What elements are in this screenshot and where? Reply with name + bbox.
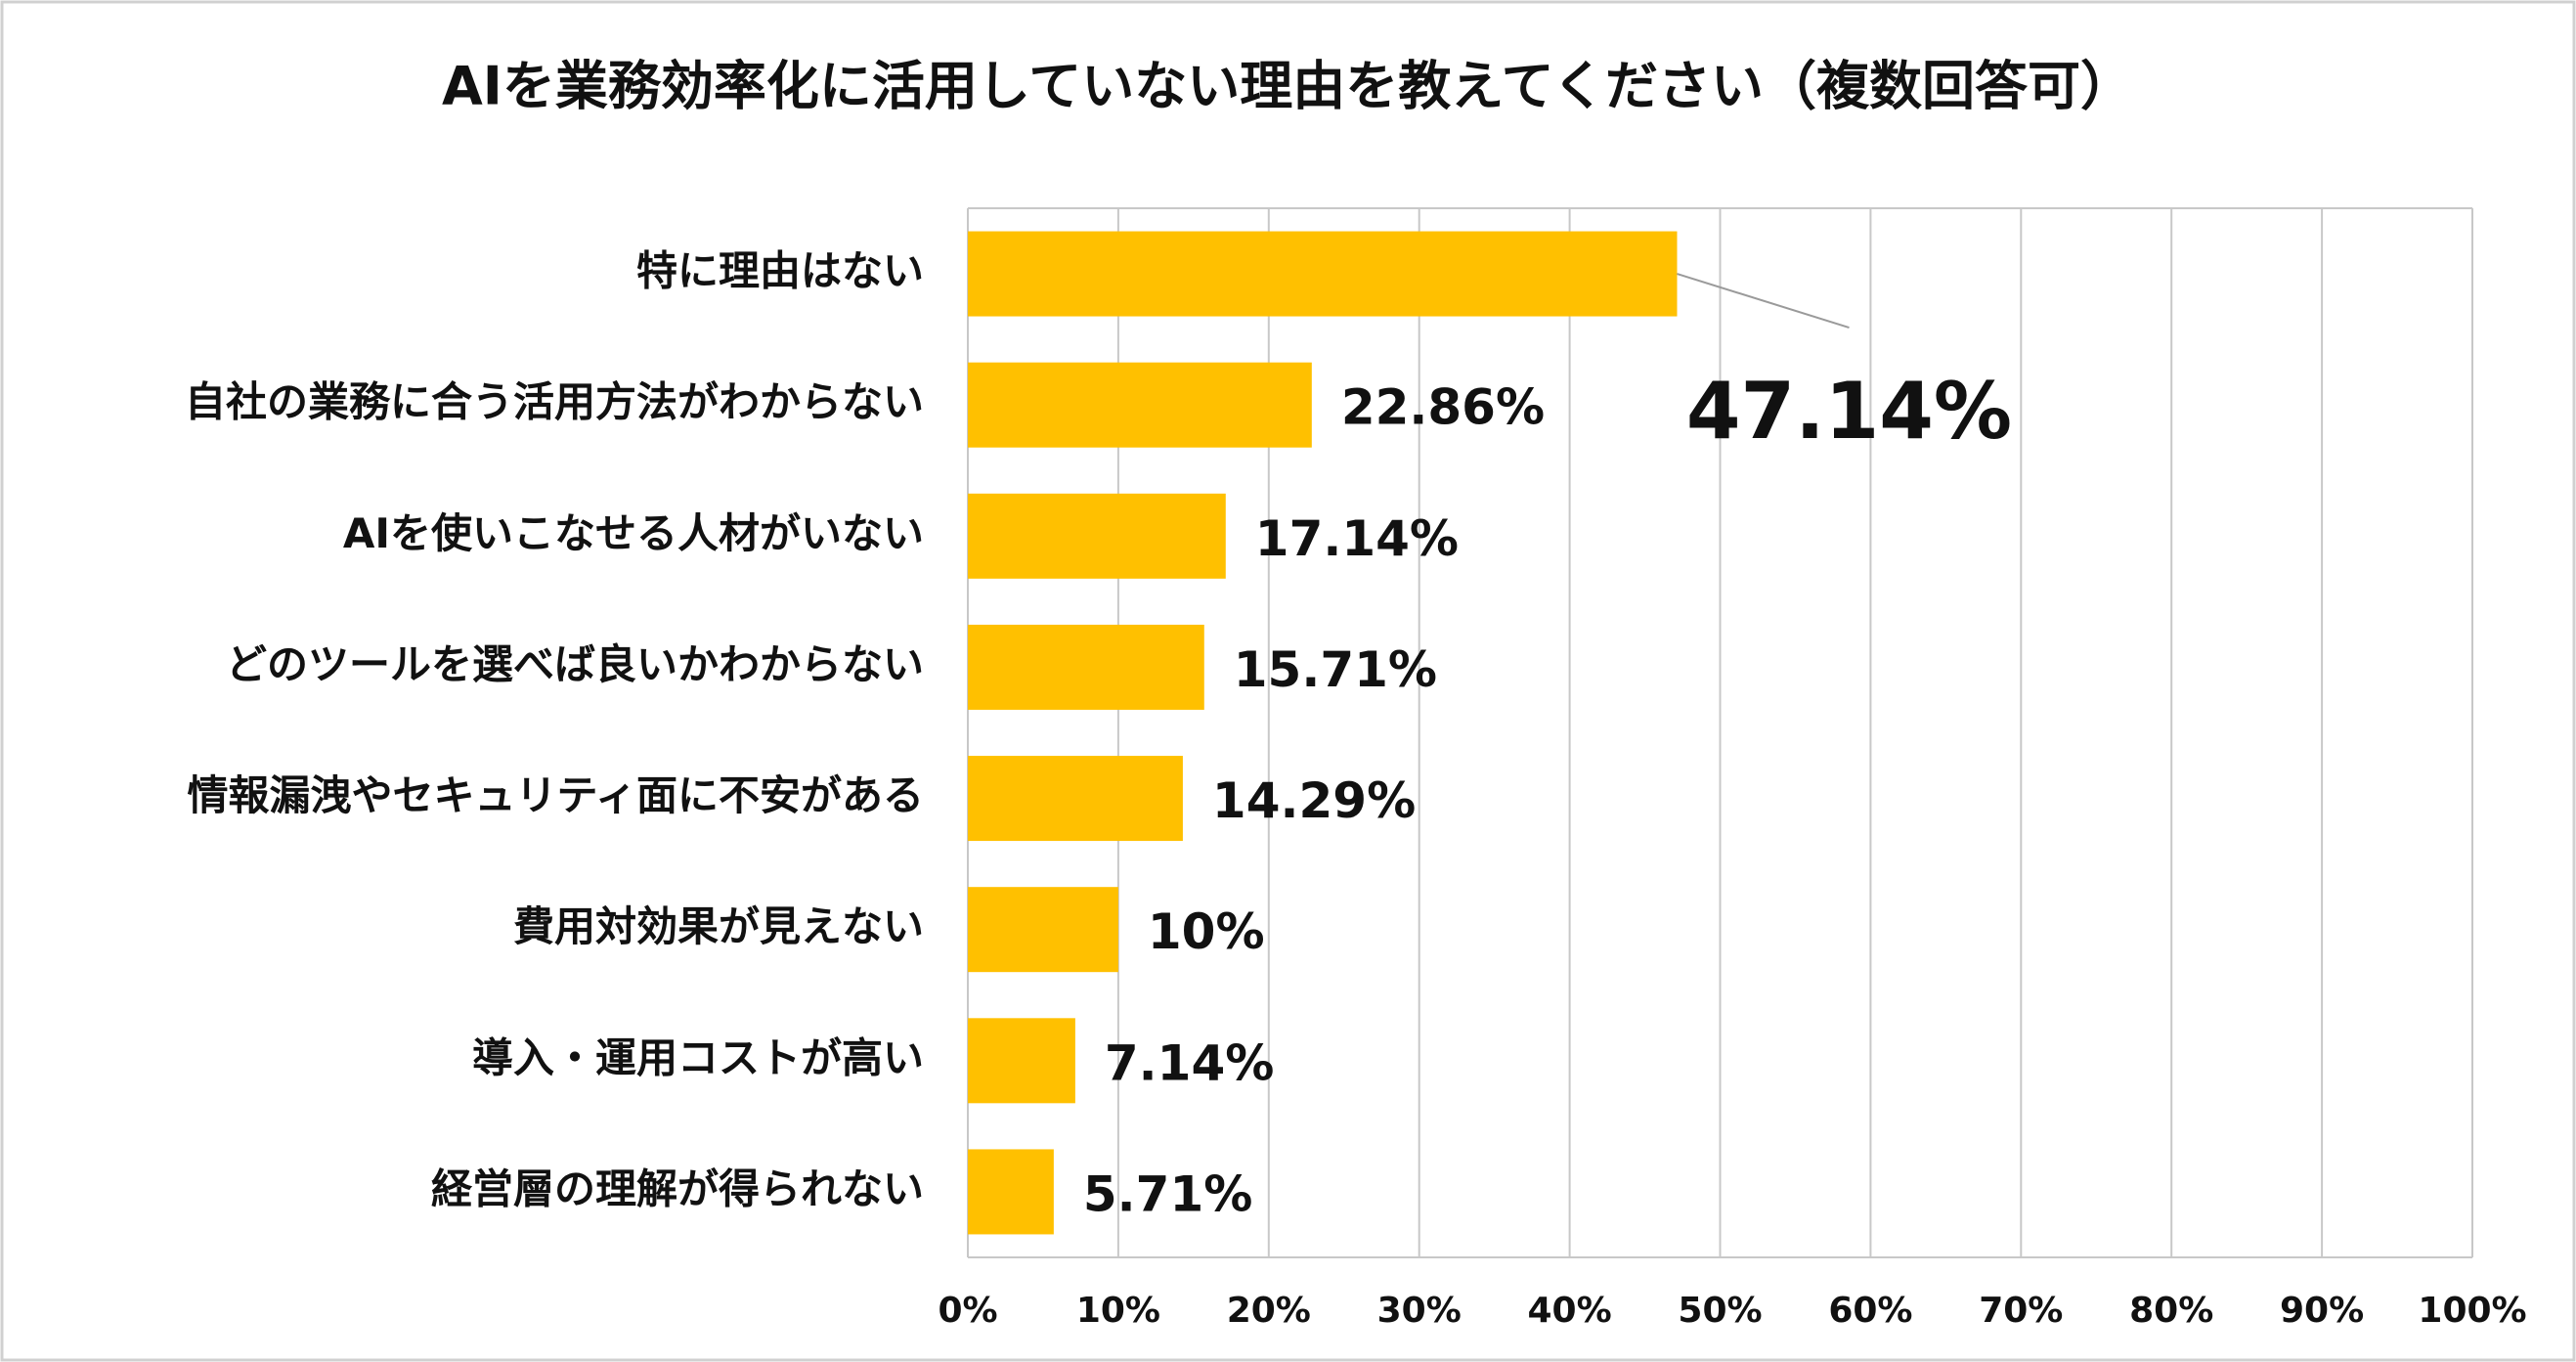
x-tick-label: 50% [1678,1291,1762,1331]
bar [968,231,1678,317]
bar [968,887,1118,973]
y-tick-label: 導入・運用コストが高い [472,1033,924,1081]
bar [968,756,1183,842]
bar [968,1149,1054,1235]
bar [968,624,1204,710]
x-tick-label: 80% [2129,1291,2213,1331]
value-label: 22.86% [1341,379,1545,436]
value-label: 5.71% [1083,1165,1252,1222]
value-label: 17.14% [1255,510,1459,567]
value-label: 15.71% [1234,641,1437,698]
bar [968,493,1226,579]
y-tick-label: どのツールを選べば良いかわからない [226,640,924,688]
x-tick-label: 60% [1828,1291,1912,1331]
y-tick-label: 自社の業務に合う活用方法がわからない [185,378,924,426]
x-tick-label: 20% [1227,1291,1311,1331]
chart-title: AIを業務効率化に活用していない理由を教えてください（複数回答可） [442,56,2133,117]
y-tick-label: AIを使いこなせる人材がいない [343,509,924,557]
y-tick-label: 経営層の理解が得られない [431,1164,924,1212]
y-tick-label: 情報漏洩やセキュリティ面に不安がある [188,771,924,819]
x-tick-label: 10% [1076,1291,1160,1331]
x-tick-label: 30% [1377,1291,1462,1331]
x-tick-label: 40% [1528,1291,1612,1331]
value-label: 7.14% [1105,1034,1274,1091]
x-tick-label: 70% [1979,1291,2063,1331]
bar [968,1018,1075,1104]
value-label: 14.29% [1212,772,1416,829]
y-tick-label: 費用対効果が見えない [513,902,924,950]
value-label: 47.14% [1686,366,2012,457]
value-label: 10% [1148,903,1265,960]
x-tick-label: 0% [938,1291,997,1331]
leader-line [1677,273,1850,330]
bar [968,362,1312,448]
x-tick-label: 90% [2280,1291,2364,1331]
y-tick-label: 特に理由はない [636,247,924,295]
x-tick-label: 100% [2418,1291,2526,1331]
